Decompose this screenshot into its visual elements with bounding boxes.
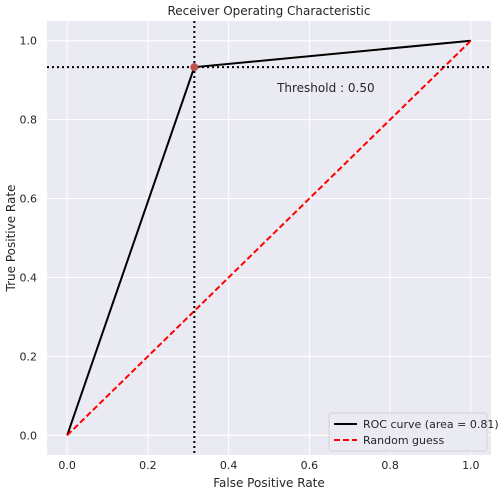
y-tick-label: 1.0 — [20, 35, 38, 48]
random-guess-line — [66, 40, 472, 436]
x-tick-labels: 0.0 0.2 0.4 0.6 0.8 1.0 — [58, 459, 479, 472]
chart-title: Receiver Operating Characteristic — [167, 4, 370, 18]
x-tick-label: 0.6 — [301, 459, 319, 472]
x-tick-label: 1.0 — [462, 459, 480, 472]
threshold-annotation: Threshold : 0.50 — [276, 81, 375, 95]
y-tick-label: 0.2 — [20, 350, 38, 363]
legend-roc-label: ROC curve (area = 0.81) — [363, 418, 499, 431]
y-tick-label: 0.8 — [20, 114, 38, 127]
legend: ROC curve (area = 0.81) Random guess — [328, 412, 499, 452]
x-tick-label: 0.8 — [381, 459, 399, 472]
y-tick-label: 0.0 — [20, 429, 38, 442]
x-tick-label: 0.2 — [139, 459, 157, 472]
x-tick-label: 0.0 — [58, 459, 76, 472]
legend-box — [328, 412, 488, 452]
threshold-point — [190, 63, 199, 72]
legend-random-label: Random guess — [363, 434, 444, 447]
x-axis-label: False Positive Rate — [213, 476, 325, 490]
y-axis-label: True Positive Rate — [4, 185, 18, 293]
threshold-guides — [47, 21, 491, 455]
y-tick-label: 0.6 — [20, 193, 38, 206]
y-tick-labels: 0.0 0.2 0.4 0.6 0.8 1.0 — [20, 35, 38, 443]
x-tick-label: 0.4 — [220, 459, 238, 472]
y-tick-label: 0.4 — [20, 271, 38, 284]
